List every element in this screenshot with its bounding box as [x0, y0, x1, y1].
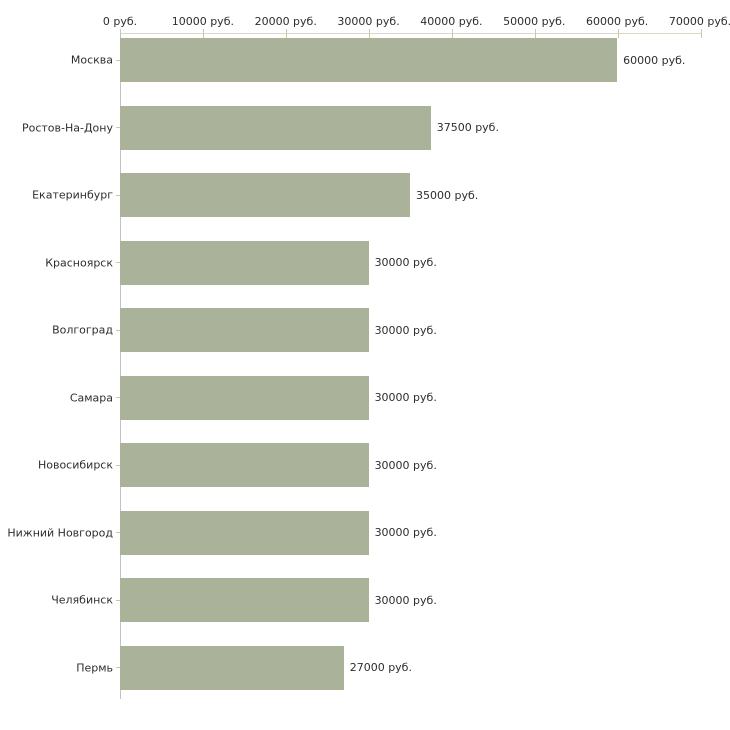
- chart-row: Волгоград 30000 руб.: [52, 303, 700, 371]
- category-label: Москва: [70, 53, 113, 67]
- bar: [120, 308, 369, 352]
- bar-value-label: 30000 руб.: [374, 526, 437, 539]
- x-axis-tick-label: 40000 руб.: [420, 15, 483, 28]
- chart-row: Екатеринбург 35000 руб.: [32, 168, 700, 236]
- bar-line: 30000 руб.: [120, 443, 700, 487]
- category-tick-mark: [116, 329, 120, 331]
- category-label: Самара: [69, 391, 113, 404]
- category-tick-mark: [116, 127, 120, 128]
- category-tick-mark: [116, 599, 120, 601]
- x-axis-tick-label: 70000 руб.: [668, 15, 730, 28]
- category-label: Пермь: [76, 661, 113, 674]
- bar-line: 37500 руб.: [120, 105, 700, 150]
- x-axis-tick-label: 0 руб.: [102, 15, 138, 28]
- chart-row: Москва 60000 руб.: [71, 33, 700, 101]
- bar-line: 35000 руб.: [120, 173, 700, 217]
- category-tick-mark: [116, 194, 120, 196]
- x-axis-tick-mark: [701, 29, 702, 38]
- chart-row: Нижний Новгород 30000 руб.: [7, 506, 700, 574]
- bar-value-label: 27000 руб.: [349, 661, 412, 674]
- chart-row: Челябинск 30000 руб.: [51, 573, 700, 641]
- x-axis-tick-mark: [368, 29, 370, 38]
- bar-value-label: 60000 руб.: [623, 53, 686, 67]
- x-axis: 0 руб. 10000 руб. 20000 руб. 30000 руб. 4000…: [103, 0, 730, 33]
- chart-row: Новосибирск 30000 руб.: [38, 438, 700, 506]
- bar-value-label: 30000 руб.: [374, 323, 437, 337]
- category-tick-mark: [116, 532, 120, 533]
- x-axis-tick-label: 30000 руб.: [337, 15, 400, 28]
- bar: [120, 443, 369, 487]
- category-tick-mark: [116, 397, 120, 398]
- x-axis-tick-mark: [285, 29, 287, 38]
- bar-value-label: 30000 руб.: [374, 593, 437, 607]
- x-axis-tick-mark: [202, 29, 204, 38]
- category-label: Волгоград: [52, 323, 113, 337]
- bar-value-label: 30000 руб.: [374, 256, 437, 269]
- bar-line: 30000 руб.: [120, 510, 700, 555]
- category-label: Красноярск: [45, 256, 113, 269]
- category-label: Екатеринбург: [32, 188, 113, 202]
- bar-line: 30000 руб.: [120, 308, 700, 352]
- plot-rows: Москва 60000 руб. Ростов-На-Дону 37500 р…: [7, 33, 700, 709]
- x-axis-tick-label: 10000 руб.: [171, 15, 234, 28]
- bar: [120, 645, 344, 690]
- category-tick-mark: [116, 464, 120, 466]
- category-tick-mark: [116, 59, 120, 61]
- chart-row: Пермь 27000 руб.: [76, 641, 700, 709]
- x-axis-tick-mark: [618, 29, 619, 38]
- chart-row: Красноярск 30000 руб.: [45, 236, 700, 304]
- bar: [120, 510, 369, 555]
- bar-line: 30000 руб.: [120, 240, 700, 285]
- bar: [120, 105, 431, 150]
- y-axis-line: [120, 33, 121, 699]
- category-tick-mark: [116, 262, 120, 263]
- bar: [120, 375, 369, 420]
- bar-value-label: 30000 руб.: [374, 391, 437, 404]
- bar-value-label: 35000 руб.: [416, 188, 479, 202]
- category-label: Челябинск: [51, 593, 113, 607]
- chart-row: Ростов-На-Дону 37500 руб.: [22, 101, 700, 169]
- bar-value-label: 30000 руб.: [374, 458, 437, 472]
- bar-line: 30000 руб.: [120, 375, 700, 420]
- x-axis-tick-label: 20000 руб.: [254, 15, 317, 28]
- category-label: Ростов-На-Дону: [21, 121, 113, 134]
- bar-line: 27000 руб.: [120, 645, 700, 690]
- category-label: Нижний Новгород: [7, 526, 113, 539]
- x-axis-tick-label: 60000 руб.: [586, 15, 649, 28]
- category-tick-mark: [116, 667, 120, 668]
- bar: [120, 578, 369, 622]
- x-axis-tick-mark: [452, 29, 453, 38]
- bar-value-label: 37500 руб.: [436, 121, 499, 134]
- chart-row: Самара 30000 руб.: [70, 371, 700, 439]
- x-axis-tick-label: 50000 руб.: [503, 15, 566, 28]
- bar: [120, 240, 369, 285]
- bar-line: 30000 руб.: [120, 578, 700, 622]
- category-label: Новосибирск: [37, 458, 113, 472]
- x-axis-tick-mark: [535, 29, 536, 38]
- bar: [120, 38, 618, 82]
- bar: [120, 173, 410, 217]
- bar-line: 60000 руб.: [120, 38, 700, 82]
